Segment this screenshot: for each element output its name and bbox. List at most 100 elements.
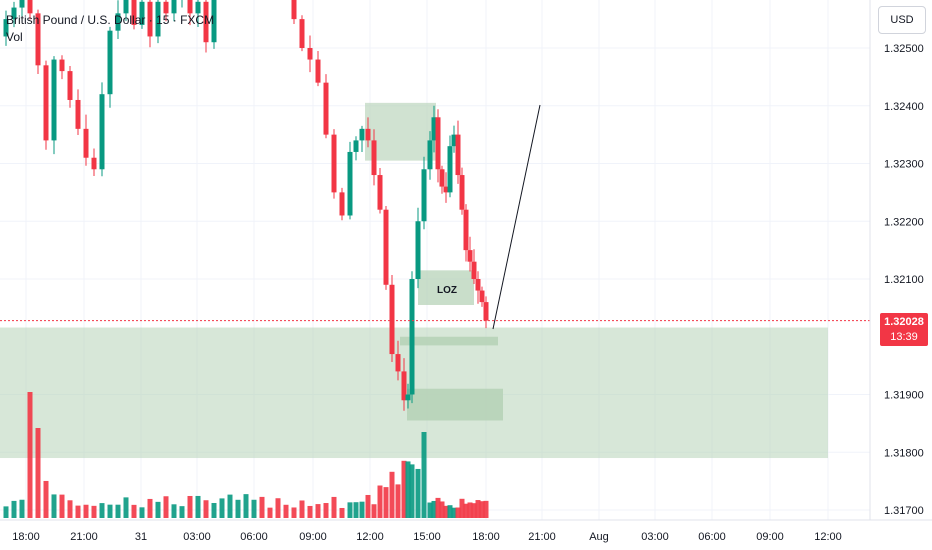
volume-bar bbox=[3, 506, 9, 518]
candle-body bbox=[359, 128, 365, 141]
candle-body bbox=[123, 0, 129, 14]
volume-bar bbox=[401, 460, 407, 518]
candle-body bbox=[377, 175, 383, 210]
current-price-value: 1.32028 bbox=[884, 316, 924, 328]
candle-body bbox=[371, 140, 377, 176]
time-tick-label: 12:00 bbox=[814, 531, 842, 543]
candle-body bbox=[405, 394, 411, 401]
candle-body bbox=[19, 0, 25, 8]
candle-body bbox=[421, 169, 427, 222]
price-axis: 1.32500 1.32400 1.32300 1.32200 1.32100 1.319… bbox=[869, 0, 932, 550]
volume-bar bbox=[75, 505, 81, 518]
volume-bar bbox=[67, 500, 73, 518]
volume-bar bbox=[339, 507, 345, 518]
candlesticks bbox=[3, 0, 489, 411]
candle-body bbox=[91, 157, 97, 170]
candle-body bbox=[331, 134, 337, 193]
volume-bar bbox=[421, 432, 427, 518]
candle-body bbox=[163, 1, 169, 14]
candle-body bbox=[353, 140, 359, 152]
volume-bar bbox=[187, 495, 193, 518]
candle-body bbox=[27, 0, 33, 14]
candle-body bbox=[307, 48, 313, 60]
volume-bar bbox=[323, 503, 329, 518]
volume-bar bbox=[377, 485, 383, 518]
volume-bar bbox=[395, 484, 401, 518]
time-tick-label: 18:00 bbox=[12, 531, 40, 543]
candle-body bbox=[409, 279, 415, 395]
time-tick-label: 12:00 bbox=[356, 531, 384, 543]
volume-bar bbox=[211, 502, 217, 518]
candle-body bbox=[203, 1, 209, 43]
volume-bar bbox=[291, 507, 297, 518]
time-tick-label: 21:00 bbox=[70, 531, 98, 543]
volume-bars bbox=[3, 392, 489, 518]
candle-body bbox=[475, 279, 481, 291]
volume-bar bbox=[107, 504, 113, 518]
candle-body bbox=[395, 354, 401, 372]
volume-bar bbox=[475, 500, 481, 518]
volume-bar bbox=[267, 507, 273, 518]
volume-bar bbox=[409, 464, 415, 518]
volume-bar bbox=[19, 499, 25, 518]
volume-bar bbox=[243, 494, 249, 518]
target-zone bbox=[407, 388, 503, 421]
volume-bar bbox=[431, 500, 437, 518]
candle-body bbox=[365, 128, 371, 141]
volume-bar bbox=[227, 494, 233, 518]
candle-body bbox=[67, 71, 73, 100]
bar-countdown: 13:39 bbox=[890, 331, 918, 343]
candle-body bbox=[83, 128, 89, 158]
candle-body bbox=[435, 117, 441, 170]
volume-bar bbox=[51, 494, 57, 518]
volume-bar bbox=[371, 504, 377, 518]
volume-bar bbox=[365, 494, 371, 518]
volume-bar bbox=[435, 497, 441, 518]
volume-bar bbox=[91, 505, 97, 518]
candle-body bbox=[339, 192, 345, 216]
time-axis: 18:00 21:00 31 03:00 06:00 09:00 12:00 15:00 18:… bbox=[0, 519, 932, 543]
volume-bar bbox=[163, 496, 169, 518]
candle-body bbox=[415, 221, 421, 279]
time-tick-label: 06:00 bbox=[698, 531, 726, 543]
volume-bar bbox=[415, 468, 421, 518]
price-tick-label: 1.32300 bbox=[884, 159, 924, 171]
volume-bar bbox=[123, 497, 129, 518]
currency-button[interactable]: USD bbox=[878, 6, 926, 34]
time-tick-label: Aug bbox=[589, 531, 609, 543]
time-tick-label: 09:00 bbox=[299, 531, 327, 543]
candle-body bbox=[459, 175, 465, 210]
volume-bar bbox=[439, 501, 445, 518]
volume-indicator-label[interactable]: Vol bbox=[6, 30, 23, 44]
time-tick-label: 18:00 bbox=[472, 531, 500, 543]
volume-bar bbox=[99, 503, 105, 518]
candle-body bbox=[447, 146, 453, 193]
time-tick-label: 06:00 bbox=[240, 531, 268, 543]
candle-body bbox=[131, 0, 137, 25]
time-tick-label: 15:00 bbox=[413, 531, 441, 543]
time-tick-label: 09:00 bbox=[756, 531, 784, 543]
price-tick-label: 1.31800 bbox=[884, 447, 924, 459]
candle-body bbox=[347, 151, 353, 216]
volume-bar bbox=[451, 507, 457, 518]
volume-bar bbox=[35, 428, 41, 518]
price-tick-label: 1.32200 bbox=[884, 216, 924, 228]
time-tick-label: 21:00 bbox=[528, 531, 556, 543]
chart-legend: British Pound / U.S. Dollar · 15 · FXCM … bbox=[6, 12, 214, 46]
candle-body bbox=[195, 1, 201, 14]
candle-body bbox=[315, 59, 321, 83]
candle-body bbox=[389, 284, 395, 355]
price-tick-label: 1.31700 bbox=[884, 505, 924, 517]
candle-body bbox=[383, 209, 389, 285]
candle-body bbox=[3, 19, 9, 37]
volume-bar bbox=[347, 502, 353, 518]
volume-bar bbox=[443, 505, 449, 518]
candle-body bbox=[139, 1, 145, 25]
volume-bar bbox=[195, 495, 201, 518]
volume-bar bbox=[353, 502, 359, 518]
candle-body bbox=[451, 134, 457, 147]
price-tick-label: 1.32500 bbox=[884, 43, 924, 55]
volume-bar bbox=[139, 507, 145, 518]
volume-bar bbox=[147, 498, 153, 518]
